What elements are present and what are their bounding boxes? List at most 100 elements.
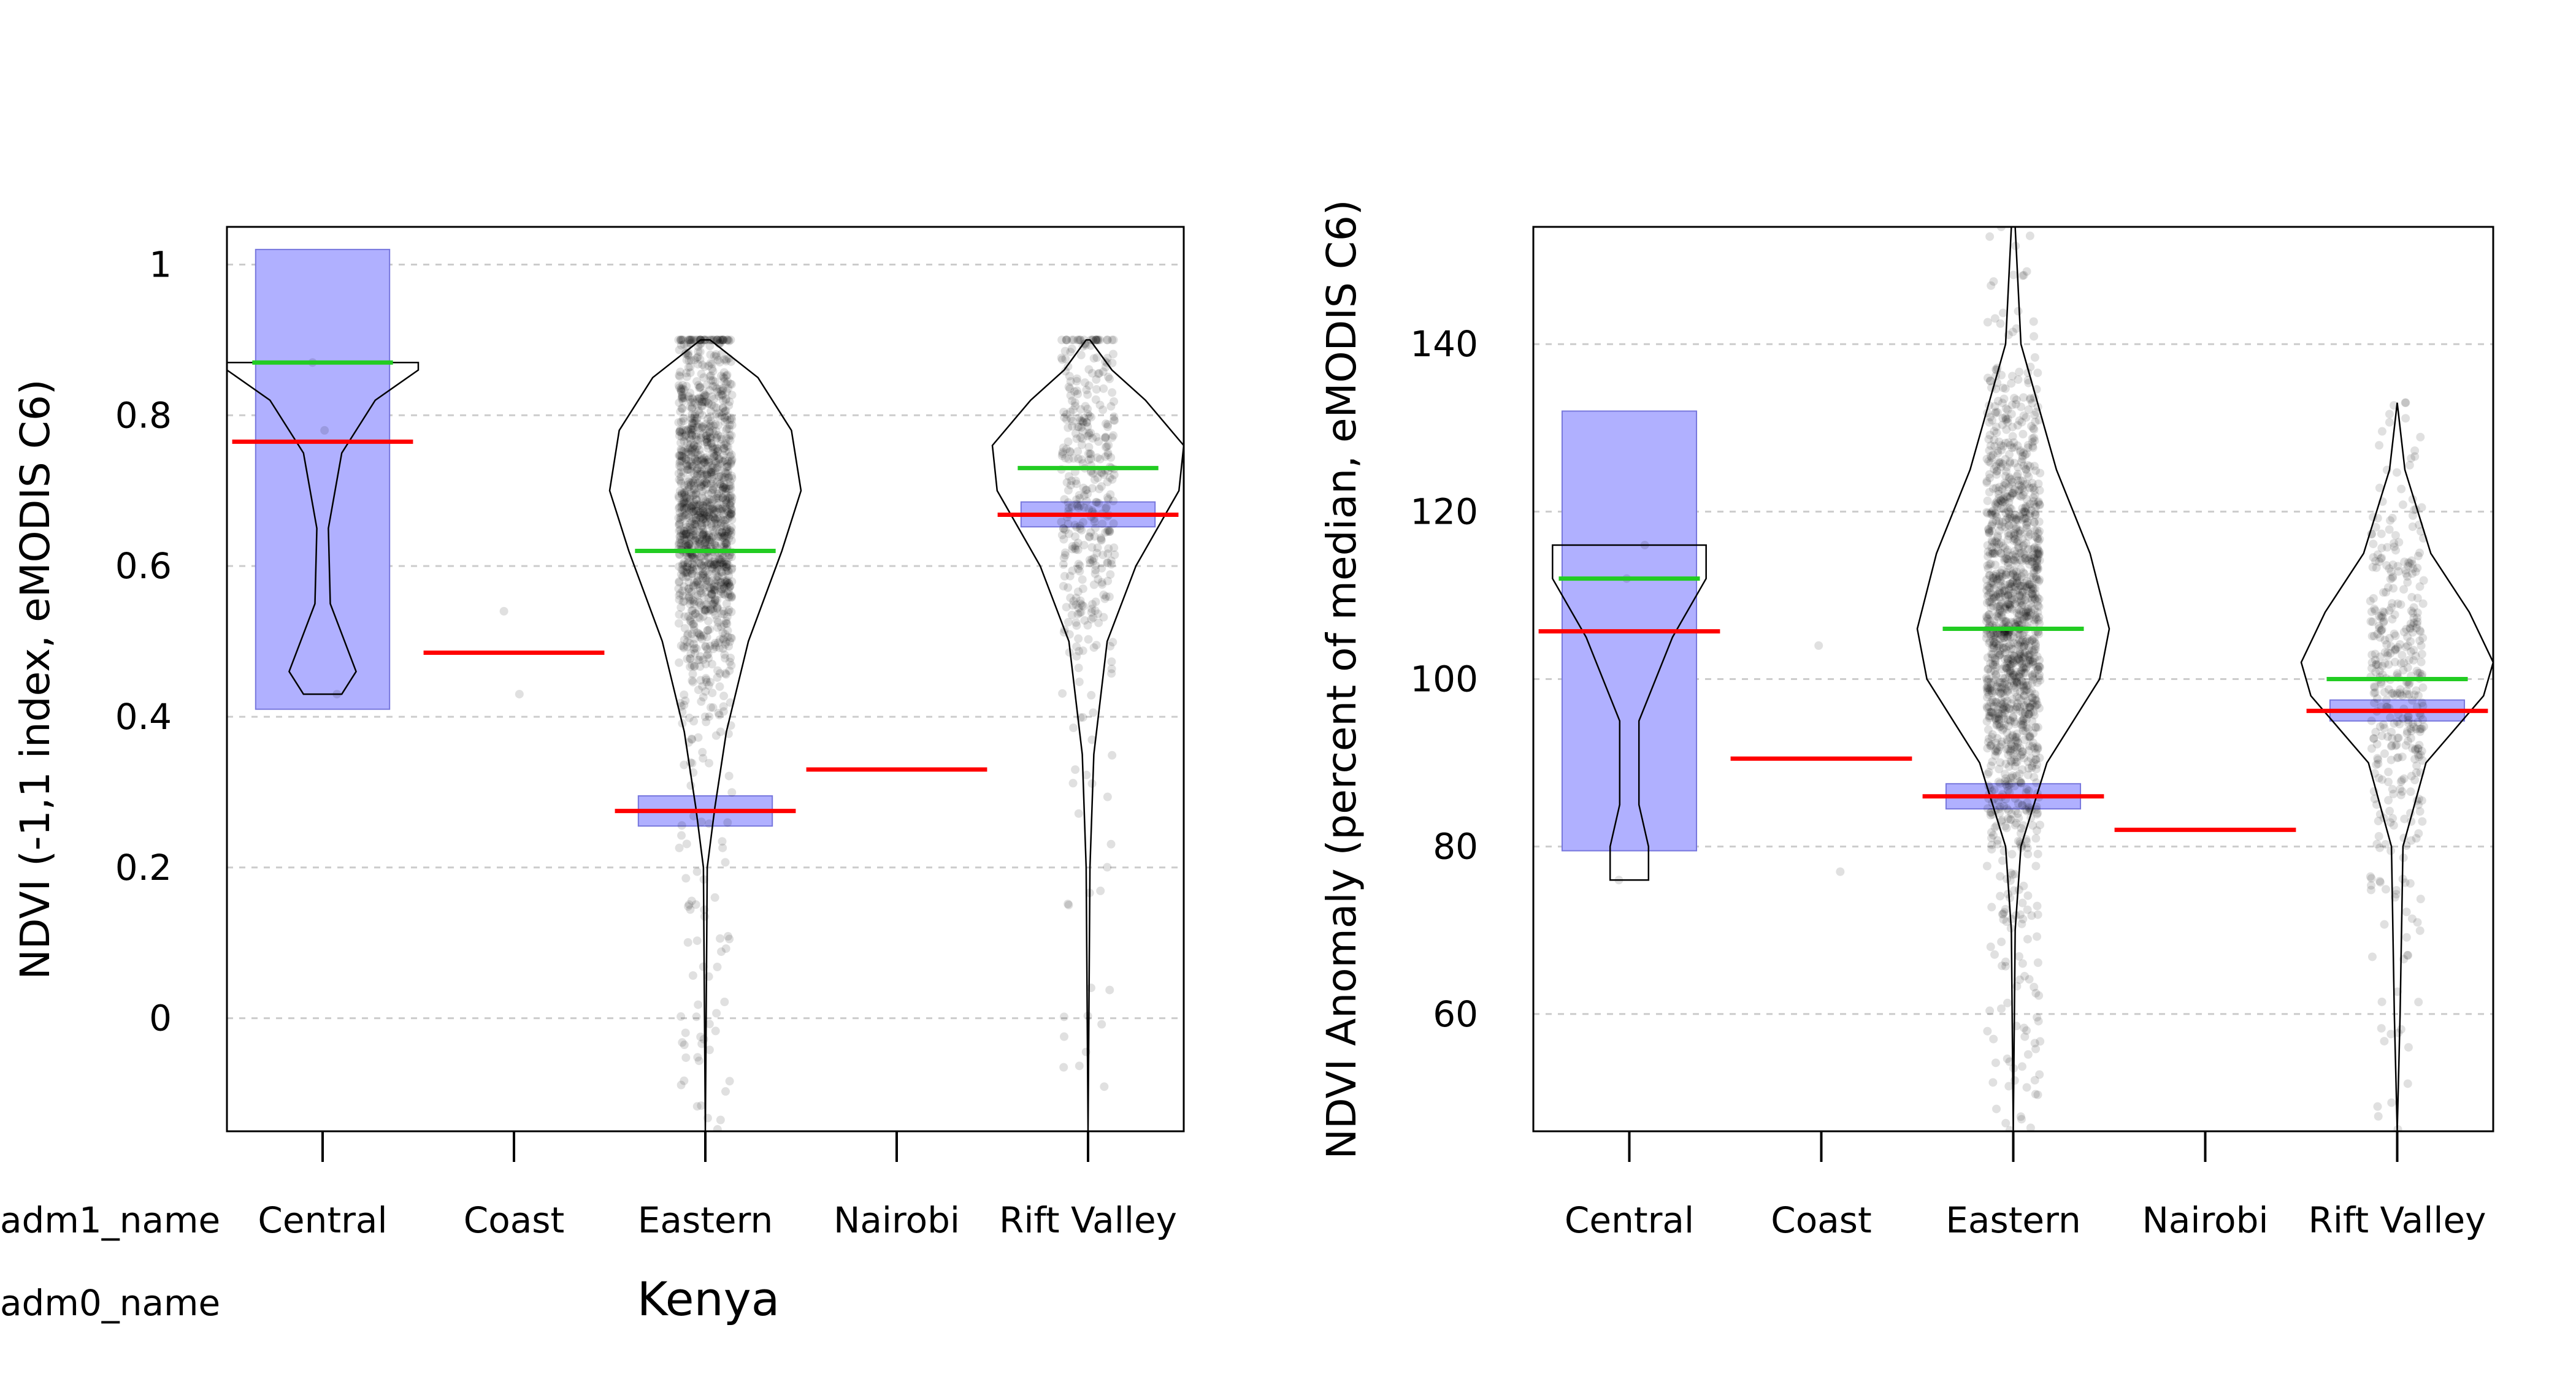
data-point xyxy=(1988,709,1998,718)
data-point xyxy=(702,437,711,446)
data-point xyxy=(1983,1026,1992,1036)
data-point xyxy=(717,481,726,490)
data-point xyxy=(2002,917,2011,926)
data-point xyxy=(1995,575,2004,584)
data-point xyxy=(678,561,688,570)
data-point xyxy=(704,489,713,498)
data-point xyxy=(2019,642,2028,651)
data-point xyxy=(691,515,700,524)
data-point xyxy=(2408,628,2417,637)
data-point xyxy=(2005,510,2014,519)
data-point xyxy=(1985,418,1994,427)
data-point xyxy=(2031,572,2041,581)
data-point xyxy=(2013,699,2022,708)
data-point xyxy=(718,335,727,345)
data-point xyxy=(1987,643,1996,652)
data-point xyxy=(2011,683,2020,692)
data-point xyxy=(2014,738,2023,747)
data-point xyxy=(2019,411,2028,421)
data-point xyxy=(1987,453,1996,462)
data-point xyxy=(2394,538,2404,547)
data-point xyxy=(2377,543,2386,552)
data-point xyxy=(1084,635,1093,644)
data-point xyxy=(2371,522,2380,532)
data-point xyxy=(703,434,713,443)
data-point xyxy=(1991,697,2000,706)
data-point xyxy=(715,669,724,678)
data-point xyxy=(1068,544,1077,554)
data-point xyxy=(2380,636,2390,645)
data-point xyxy=(1996,1004,2006,1014)
data-point xyxy=(676,407,685,416)
data-point xyxy=(1078,427,1087,436)
data-point xyxy=(711,459,720,468)
data-point xyxy=(688,735,697,744)
data-point xyxy=(2014,654,2023,663)
x-tick-label: Nairobi xyxy=(834,1199,960,1241)
data-point xyxy=(726,491,735,500)
data-point xyxy=(2012,679,2022,689)
data-point xyxy=(2007,596,2017,605)
data-point xyxy=(2013,470,2022,479)
data-point xyxy=(723,589,732,598)
data-point xyxy=(2027,422,2036,431)
data-point xyxy=(2015,650,2024,659)
data-point xyxy=(2007,443,2017,453)
data-point xyxy=(2417,649,2426,659)
data-point xyxy=(1993,590,2003,599)
data-point xyxy=(691,541,700,550)
data-point xyxy=(2018,476,2027,486)
data-point xyxy=(688,670,697,679)
data-point xyxy=(1988,1078,1998,1087)
data-point xyxy=(720,650,729,659)
data-point xyxy=(2004,590,2013,600)
data-point xyxy=(2013,744,2022,753)
data-point xyxy=(2032,805,2041,814)
data-point xyxy=(2024,659,2033,668)
data-point xyxy=(2006,459,2015,468)
data-point xyxy=(1996,568,2005,578)
data-point xyxy=(2386,567,2396,576)
data-point xyxy=(679,498,688,507)
data-point xyxy=(711,595,720,604)
data-point xyxy=(2001,404,2011,413)
data-point xyxy=(1982,717,1991,726)
data-point xyxy=(677,491,686,500)
data-point xyxy=(703,577,713,586)
data-point xyxy=(701,660,710,669)
data-point xyxy=(2382,587,2391,597)
data-point xyxy=(1987,740,1996,749)
data-point xyxy=(2002,744,2011,754)
data-point xyxy=(2007,605,2017,614)
data-point xyxy=(2007,475,2016,484)
data-point xyxy=(2031,589,2040,598)
data-point xyxy=(719,635,728,644)
data-point xyxy=(680,505,689,514)
data-point xyxy=(2380,659,2390,668)
data-point xyxy=(2018,600,2028,609)
data-point xyxy=(698,398,707,407)
data-point xyxy=(717,435,726,444)
data-point xyxy=(2034,565,2043,574)
data-point xyxy=(696,430,705,440)
data-point xyxy=(682,528,691,537)
data-point xyxy=(703,552,713,562)
data-point xyxy=(687,335,696,345)
data-point xyxy=(1985,413,1995,422)
data-point xyxy=(2020,595,2030,605)
data-point xyxy=(716,540,726,549)
data-point xyxy=(714,532,723,541)
data-point xyxy=(1097,468,1106,478)
data-point xyxy=(2012,523,2021,532)
data-point xyxy=(718,533,727,542)
data-point xyxy=(2009,570,2018,579)
data-point xyxy=(1998,679,2007,689)
data-point xyxy=(1984,768,1993,777)
data-point xyxy=(697,469,707,478)
data-point xyxy=(1084,456,1094,465)
data-point xyxy=(719,540,729,549)
data-point xyxy=(2034,613,2044,622)
data-point xyxy=(1987,281,1996,290)
data-point xyxy=(2012,667,2021,676)
data-point xyxy=(723,335,732,345)
